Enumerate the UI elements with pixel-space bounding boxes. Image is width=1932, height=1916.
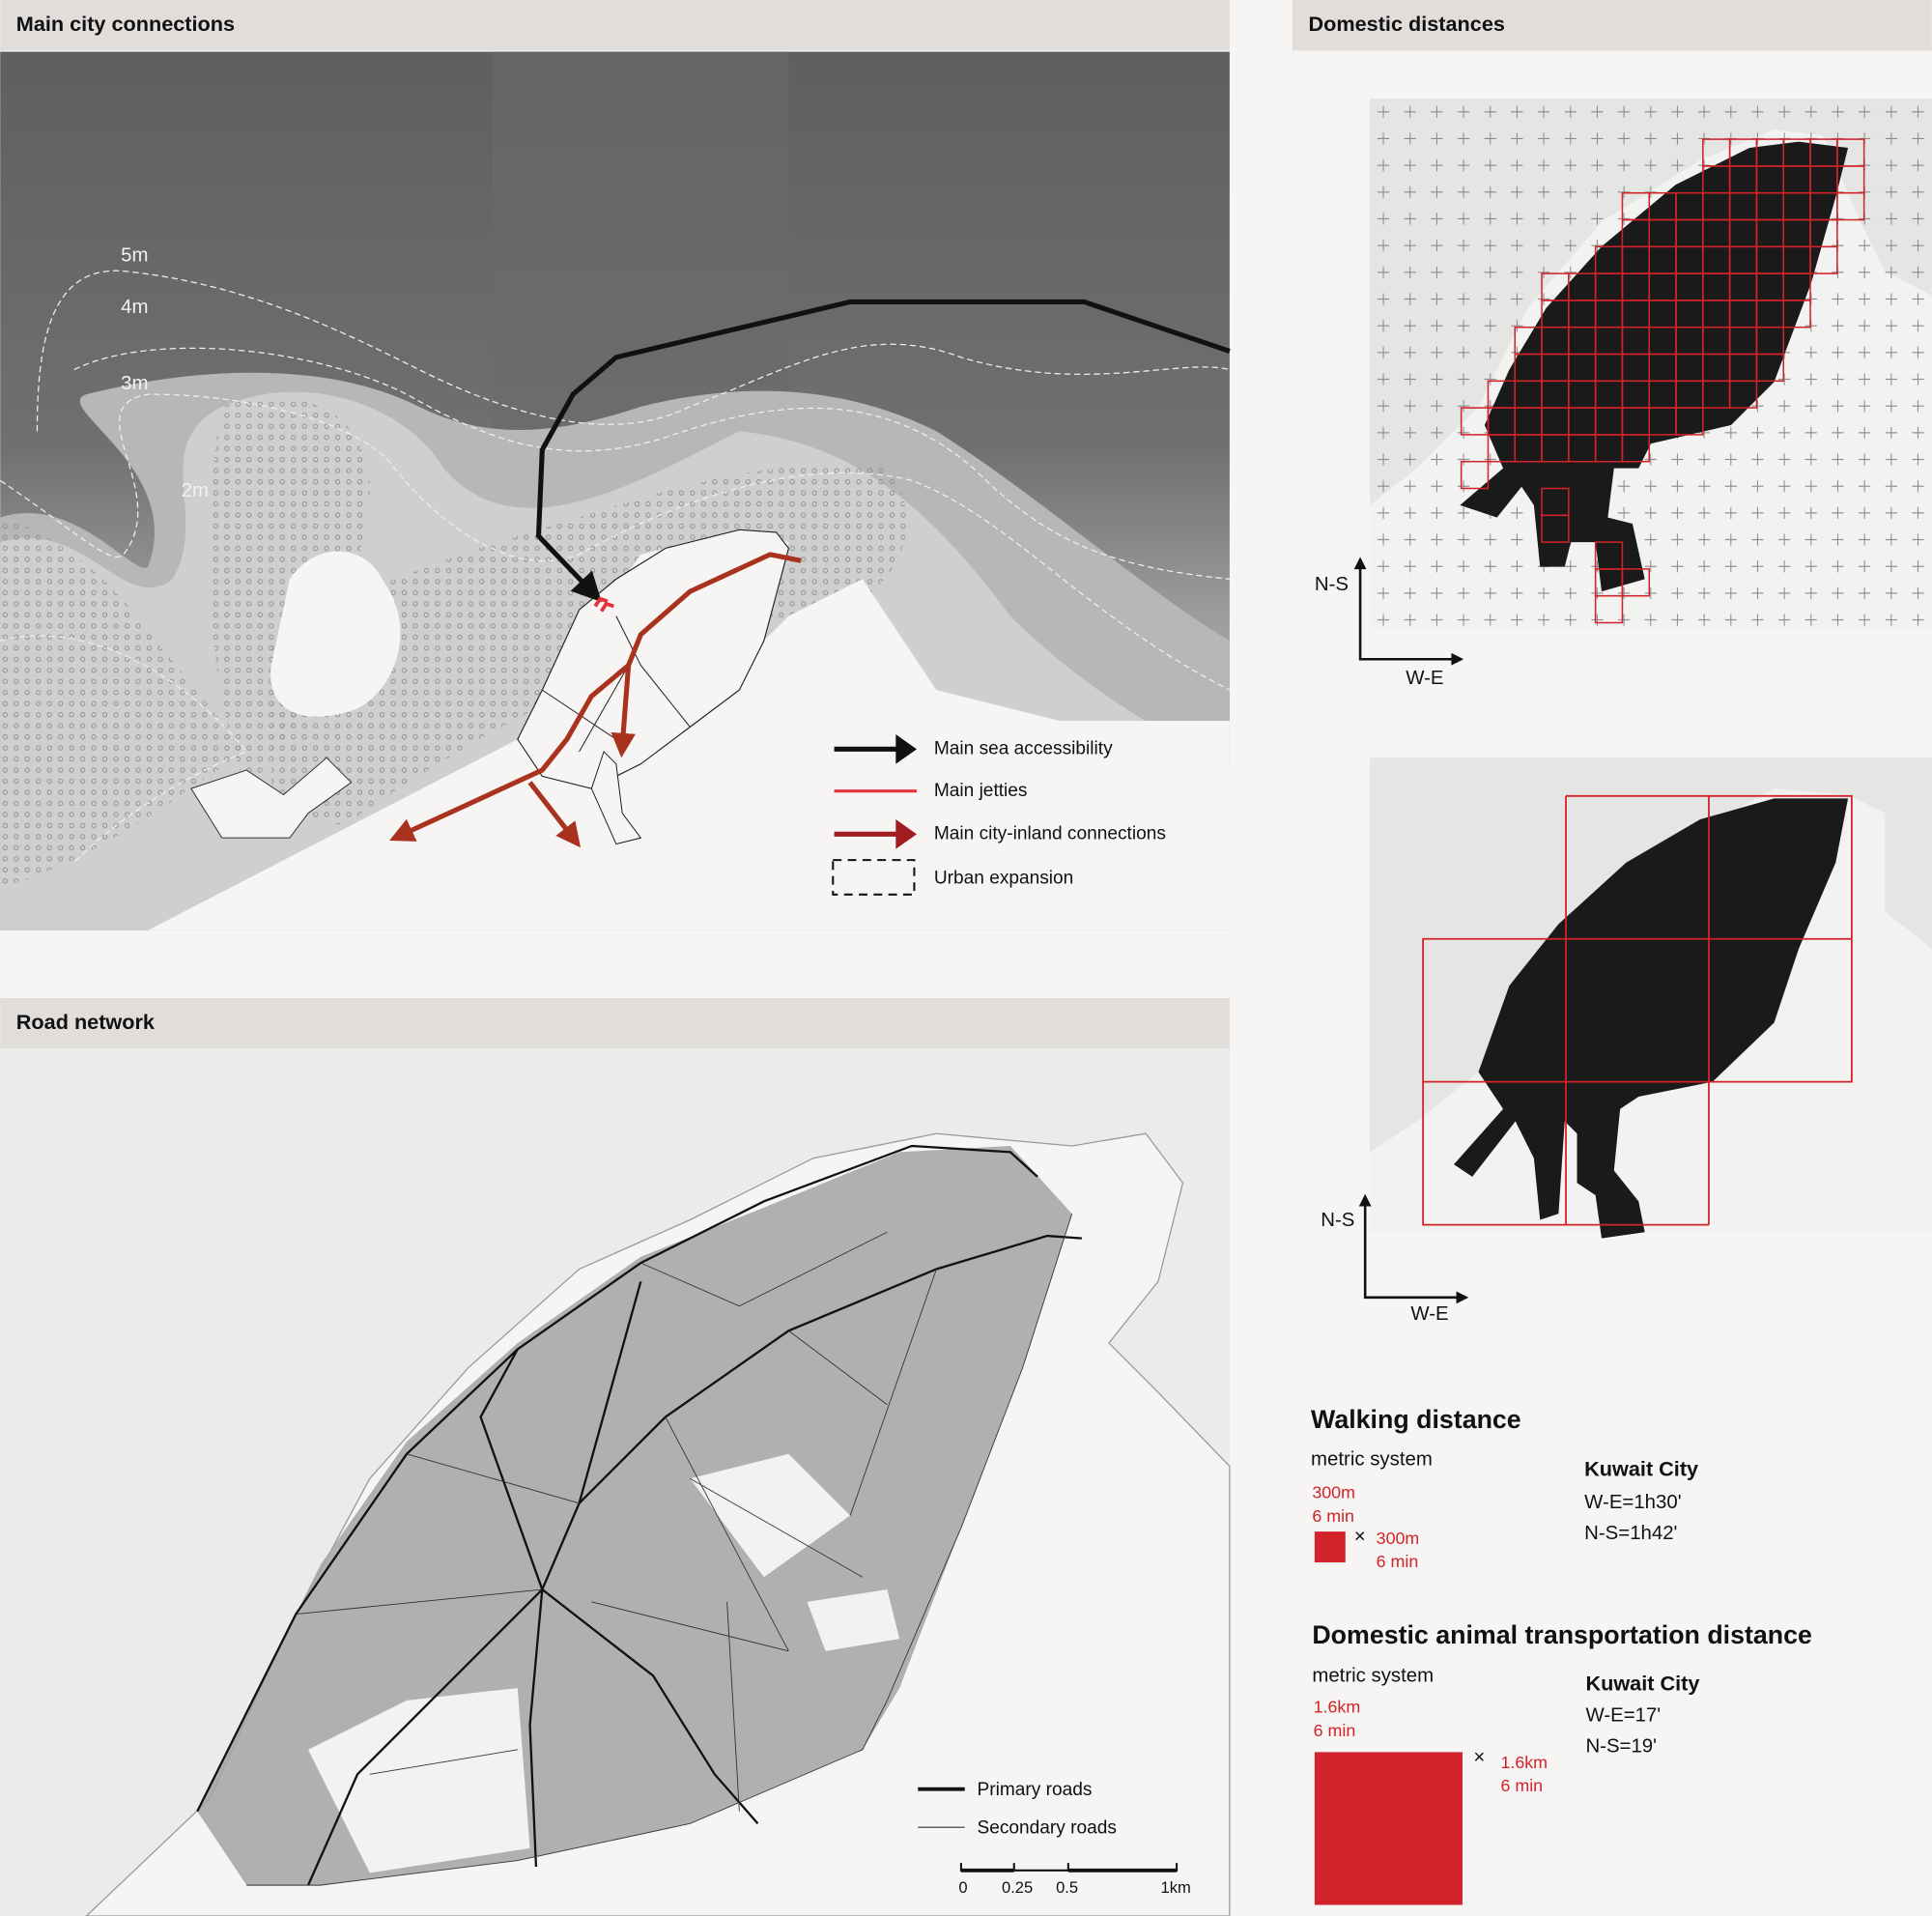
- grid-cell: [1782, 300, 1811, 329]
- we-time: W-E=1h30': [1584, 1492, 1681, 1513]
- legend-label: Main city-inland connections: [934, 823, 1166, 844]
- contour-label: 3m: [121, 373, 148, 394]
- ns-time: N-S=1h42': [1584, 1523, 1677, 1544]
- axis-arrows-icon: [1353, 557, 1464, 666]
- side-a-time: 6 min: [1314, 1721, 1356, 1740]
- walking-grid-map: N-S W-E: [1315, 99, 1932, 689]
- system-label: metric system: [1312, 1666, 1434, 1687]
- panel-title: Road network: [16, 1010, 156, 1034]
- contour-label: 4m: [121, 297, 148, 318]
- animal-grid-map: N-S W-E: [1321, 758, 1932, 1325]
- grid-cell: [1541, 514, 1570, 543]
- jetty-marks: [593, 596, 614, 613]
- side-a-distance: 1.6km: [1314, 1698, 1361, 1717]
- system-label: metric system: [1311, 1448, 1433, 1470]
- sea-accessibility-arrow: [535, 299, 1231, 603]
- scale-tick: 0.25: [1002, 1878, 1033, 1897]
- contour-label: 2m: [182, 480, 209, 501]
- panel-title: Main city connections: [16, 12, 235, 36]
- roads-legend: Primary roads Secondary roads 0 0.25 0.5…: [918, 1780, 1191, 1897]
- grid-cell: [1621, 568, 1651, 597]
- connections-legend: Main sea accessibility Main jetties Main…: [823, 721, 1206, 906]
- side-b-time: 6 min: [1500, 1776, 1543, 1795]
- times-sign: ×: [1354, 1527, 1366, 1548]
- grid-cell: [1755, 353, 1785, 383]
- side-b-time: 6 min: [1377, 1552, 1419, 1571]
- grid-cell: [1675, 407, 1704, 436]
- side-a-distance: 300m: [1312, 1483, 1355, 1502]
- grid-cell: [1836, 191, 1865, 221]
- section-title: Walking distance: [1311, 1405, 1521, 1434]
- legend-label: Main jetties: [934, 781, 1028, 801]
- scale-tick: 1km: [1160, 1878, 1190, 1897]
- grid-cell: [1621, 434, 1651, 463]
- section-title: Domestic animal transportation distance: [1312, 1620, 1812, 1649]
- contour-label: 5m: [121, 244, 148, 266]
- panel-title: Domestic distances: [1309, 12, 1505, 36]
- dashed-box-icon: [832, 859, 916, 896]
- panel-header: [1292, 0, 1932, 51]
- scale-tick: 0: [958, 1878, 967, 1897]
- axis-ns: N-S: [1315, 574, 1349, 595]
- walking-distance-block: Walking distance metric system 300m 6 mi…: [1311, 1405, 1698, 1571]
- inland-connection-arrows: [389, 552, 802, 848]
- legend-label: Urban expansion: [934, 868, 1073, 888]
- animal-grid-cells: [1422, 794, 1853, 1226]
- grid-cell: [1460, 460, 1490, 490]
- dark-red-arrow-icon: [895, 819, 917, 849]
- axis-ns: N-S: [1321, 1210, 1354, 1231]
- scale-tick: 0.5: [1056, 1878, 1078, 1897]
- grid-cell: [1594, 594, 1624, 624]
- legend-label: Primary roads: [977, 1780, 1092, 1800]
- secondary-roads: [246, 1213, 1073, 1886]
- side-a-time: 6 min: [1312, 1506, 1354, 1526]
- distances-panel: Domestic distances N-S W-E N-S W-E: [1292, 0, 1932, 1905]
- panel-header: [0, 997, 1230, 1049]
- walking-grid-cells: [1460, 138, 1865, 624]
- connections-panel: Main city connections 5m 4m 3m: [0, 0, 1231, 930]
- grid-cell: [1809, 245, 1838, 274]
- axis-we: W-E: [1406, 668, 1443, 689]
- city-name: Kuwait City: [1584, 1457, 1698, 1481]
- animal-distance-block: Domestic animal transportation distance …: [1312, 1620, 1812, 1905]
- animal-square: [1314, 1752, 1463, 1905]
- black-arrow-icon: [895, 734, 917, 764]
- city-silhouette: [1460, 141, 1849, 592]
- axis-arrows-icon: [1358, 1193, 1469, 1304]
- road-network-panel: Road network Primary roads: [0, 997, 1231, 1916]
- side-b-distance: 300m: [1377, 1529, 1420, 1548]
- road-map[interactable]: [0, 1048, 1231, 1916]
- city-name: Kuwait City: [1585, 1672, 1699, 1696]
- we-time: W-E=17': [1585, 1705, 1661, 1727]
- times-sign: ×: [1473, 1747, 1485, 1768]
- walking-square: [1314, 1531, 1346, 1563]
- grid-cell: [1728, 380, 1758, 409]
- legend-label: Main sea accessibility: [934, 738, 1113, 758]
- side-b-distance: 1.6km: [1500, 1753, 1548, 1772]
- panel-header: [0, 0, 1230, 51]
- map-bathymetry[interactable]: 5m 4m 3m 2m: [0, 51, 1231, 930]
- ns-time: N-S=19': [1585, 1735, 1657, 1757]
- legend-label: Secondary roads: [977, 1818, 1116, 1839]
- axis-we: W-E: [1410, 1303, 1448, 1325]
- city-silhouette: [1453, 798, 1849, 1239]
